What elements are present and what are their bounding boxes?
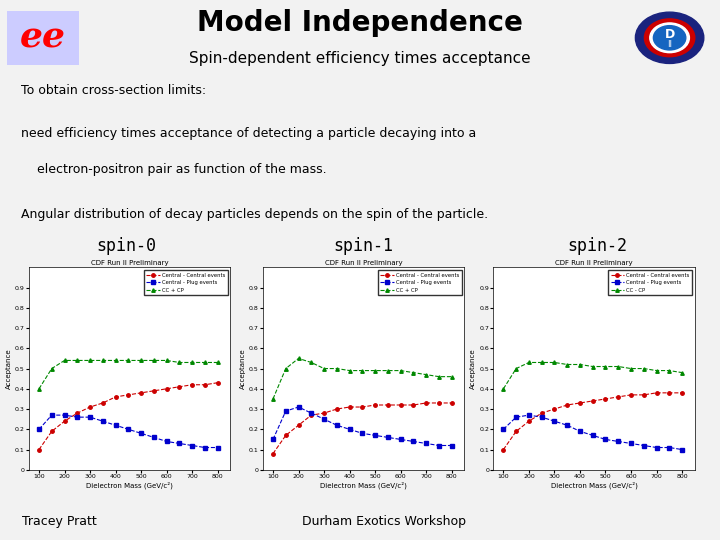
Title: CDF Run II Preliminary: CDF Run II Preliminary — [91, 260, 168, 266]
Title: CDF Run II Preliminary: CDF Run II Preliminary — [555, 260, 633, 266]
X-axis label: Dielectron Mass (GeV/c²): Dielectron Mass (GeV/c²) — [86, 482, 173, 489]
Y-axis label: Acceptance: Acceptance — [470, 348, 477, 389]
X-axis label: Dielectron Mass (GeV/c²): Dielectron Mass (GeV/c²) — [320, 482, 407, 489]
Text: need efficiency times acceptance of detecting a particle decaying into a: need efficiency times acceptance of dete… — [22, 127, 477, 140]
Text: ee: ee — [20, 21, 66, 55]
Text: Model Independence: Model Independence — [197, 9, 523, 37]
Title: CDF Run II Preliminary: CDF Run II Preliminary — [325, 260, 402, 266]
Text: Tracey Pratt: Tracey Pratt — [22, 515, 96, 528]
Y-axis label: Acceptance: Acceptance — [240, 348, 246, 389]
Text: II: II — [667, 40, 672, 49]
Text: Angular distribution of decay particles depends on the spin of the particle.: Angular distribution of decay particles … — [22, 208, 488, 221]
Legend: Central - Central events, Central - Plug events, CC - CP: Central - Central events, Central - Plug… — [608, 270, 692, 295]
Text: To obtain cross-section limits:: To obtain cross-section limits: — [22, 84, 207, 97]
Text: Durham Exotics Workshop: Durham Exotics Workshop — [302, 515, 467, 528]
Text: electron-positron pair as function of the mass.: electron-positron pair as function of th… — [22, 163, 327, 176]
FancyBboxPatch shape — [5, 9, 81, 66]
Circle shape — [654, 25, 686, 50]
Text: Spin-dependent efficiency times acceptance: Spin-dependent efficiency times acceptan… — [189, 51, 531, 66]
Y-axis label: Acceptance: Acceptance — [6, 348, 12, 389]
Circle shape — [650, 23, 690, 52]
Text: spin-0: spin-0 — [96, 237, 156, 255]
Circle shape — [635, 12, 704, 64]
Text: D: D — [665, 28, 675, 41]
Text: spin-1: spin-1 — [333, 237, 394, 255]
Legend: Central - Central events, Central - Plug events, CC + CP: Central - Central events, Central - Plug… — [144, 270, 228, 295]
Text: spin-2: spin-2 — [567, 237, 628, 255]
Circle shape — [644, 19, 695, 57]
X-axis label: Dielectron Mass (GeV/c²): Dielectron Mass (GeV/c²) — [551, 482, 637, 489]
Legend: Central - Central events, Central - Plug events, CC + CP: Central - Central events, Central - Plug… — [378, 270, 462, 295]
